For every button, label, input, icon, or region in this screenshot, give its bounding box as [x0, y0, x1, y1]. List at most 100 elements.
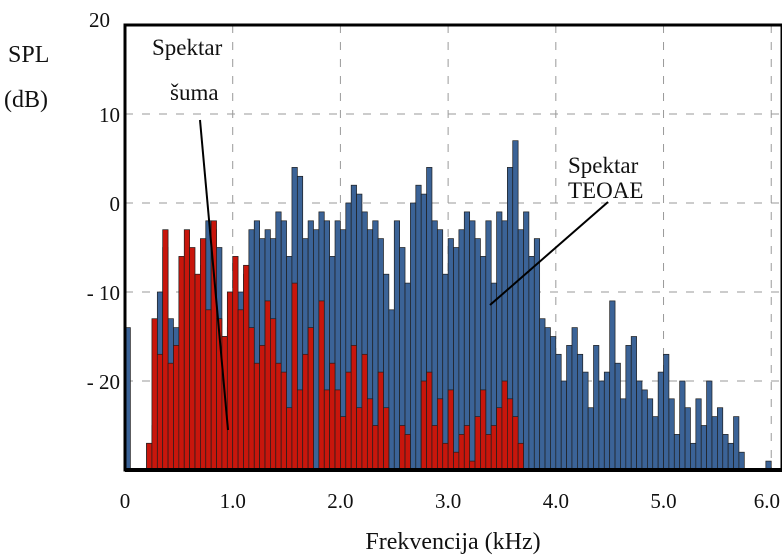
teoae-bar — [711, 416, 718, 471]
teoae-bar — [571, 327, 578, 471]
x-tick-label: 2.0 — [327, 489, 353, 513]
teoae-bar — [415, 184, 422, 471]
noise-bar — [420, 380, 427, 471]
noise-bar — [226, 291, 234, 471]
teoae-bar — [485, 220, 492, 471]
teoae-bar — [738, 451, 745, 471]
annotation-teoae-line2: TEOAE — [568, 178, 643, 203]
y-tick-label: 20 — [89, 8, 110, 32]
x-tick-label: 4.0 — [543, 489, 569, 513]
noise-bar — [356, 407, 363, 471]
teoae-bar — [684, 407, 691, 471]
teoae-bar — [706, 380, 713, 471]
teoae-bar — [695, 398, 702, 471]
y-tick-label: - 20 — [87, 370, 120, 394]
noise-bar — [237, 309, 244, 471]
teoae-bar — [733, 416, 740, 471]
teoae-bar — [652, 416, 659, 471]
noise-bar — [286, 407, 293, 471]
teoae-bar — [630, 336, 637, 471]
teoae-bar — [603, 371, 611, 471]
noise-bar — [318, 300, 325, 471]
noise-bar — [436, 398, 444, 471]
noise-bar — [323, 389, 330, 471]
noise-bar — [200, 238, 207, 471]
noise-bar — [307, 327, 314, 471]
teoae-bar — [668, 398, 675, 471]
noise-bar — [366, 398, 374, 471]
noise-bar — [453, 451, 460, 471]
noise-bar — [178, 256, 185, 471]
teoae-bar — [598, 380, 605, 471]
teoae-bar — [550, 336, 557, 471]
x-tick-label: 3.0 — [435, 489, 461, 513]
teoae-bar — [620, 398, 627, 471]
teoae-bar — [393, 220, 400, 471]
noise-bar — [156, 353, 164, 471]
annotation-noise-line1: Spektar — [152, 35, 223, 60]
noise-bar — [507, 398, 514, 471]
teoae-bar — [577, 353, 584, 471]
teoae-bar — [560, 380, 567, 471]
noise-bar — [383, 407, 390, 471]
noise-bar — [501, 380, 508, 471]
teoae-bar — [679, 380, 686, 471]
teoae-bar — [587, 407, 594, 471]
y-axis-label-line2: (dB) — [4, 87, 48, 113]
y-tick-label: 0 — [110, 192, 121, 216]
noise-bar — [334, 389, 341, 471]
teoae-bar — [625, 345, 632, 471]
teoae-bar — [523, 211, 530, 471]
teoae-bar — [528, 256, 535, 471]
noise-bar — [280, 371, 287, 471]
noise-bar — [232, 256, 239, 471]
noise-bar — [291, 282, 298, 471]
x-tick-labels: 0 1.0 2.0 3.0 4.0 5.0 6.0 — [120, 489, 780, 513]
teoae-bar — [517, 229, 524, 471]
noise-bar — [194, 273, 201, 471]
teoae-bar — [313, 229, 320, 471]
noise-bar — [275, 362, 282, 471]
teoae-bar — [544, 327, 551, 471]
noise-bar — [340, 416, 347, 471]
teoae-bar — [690, 442, 697, 471]
annotation-noise-line2: šuma — [170, 80, 219, 105]
teoae-bar — [388, 309, 395, 471]
teoae-bar — [727, 442, 734, 471]
teoae-bar — [582, 371, 589, 471]
noise-bar — [517, 442, 524, 471]
teoae-bar — [717, 407, 724, 471]
x-tick-label: 1.0 — [220, 489, 246, 513]
teoae-bar — [410, 202, 417, 471]
noise-bar — [399, 425, 406, 471]
noise-bar — [404, 434, 411, 471]
teoae-bar — [609, 300, 616, 471]
teoae-bar — [663, 353, 670, 471]
teoae-bar — [636, 380, 643, 471]
x-tick-label: 6.0 — [754, 489, 780, 513]
noise-bar — [372, 425, 379, 471]
noise-bar — [350, 345, 357, 471]
teoae-bar — [566, 345, 573, 471]
noise-bar — [377, 371, 384, 471]
noise-bar — [259, 345, 266, 471]
noise-bar — [431, 425, 438, 471]
noise-bar — [270, 318, 277, 471]
noise-bar — [442, 442, 449, 471]
teoae-bar — [593, 345, 600, 471]
noise-bar — [302, 353, 309, 471]
noise-bar — [361, 353, 368, 471]
y-tick-label: - 10 — [87, 281, 120, 305]
teoae-bar — [539, 318, 546, 471]
x-axis-label: Frekvencija (kHz) — [365, 529, 540, 555]
noise-bar — [243, 264, 250, 471]
y-axis-label-line1: SPL — [8, 42, 49, 68]
teoae-bar — [555, 353, 562, 471]
teoae-bar — [657, 371, 664, 471]
teoae-bar — [673, 434, 681, 471]
noise-bar — [296, 389, 304, 471]
noise-bar — [490, 425, 497, 471]
y-tick-label: 10 — [99, 103, 120, 127]
teoae-bar — [700, 425, 707, 471]
